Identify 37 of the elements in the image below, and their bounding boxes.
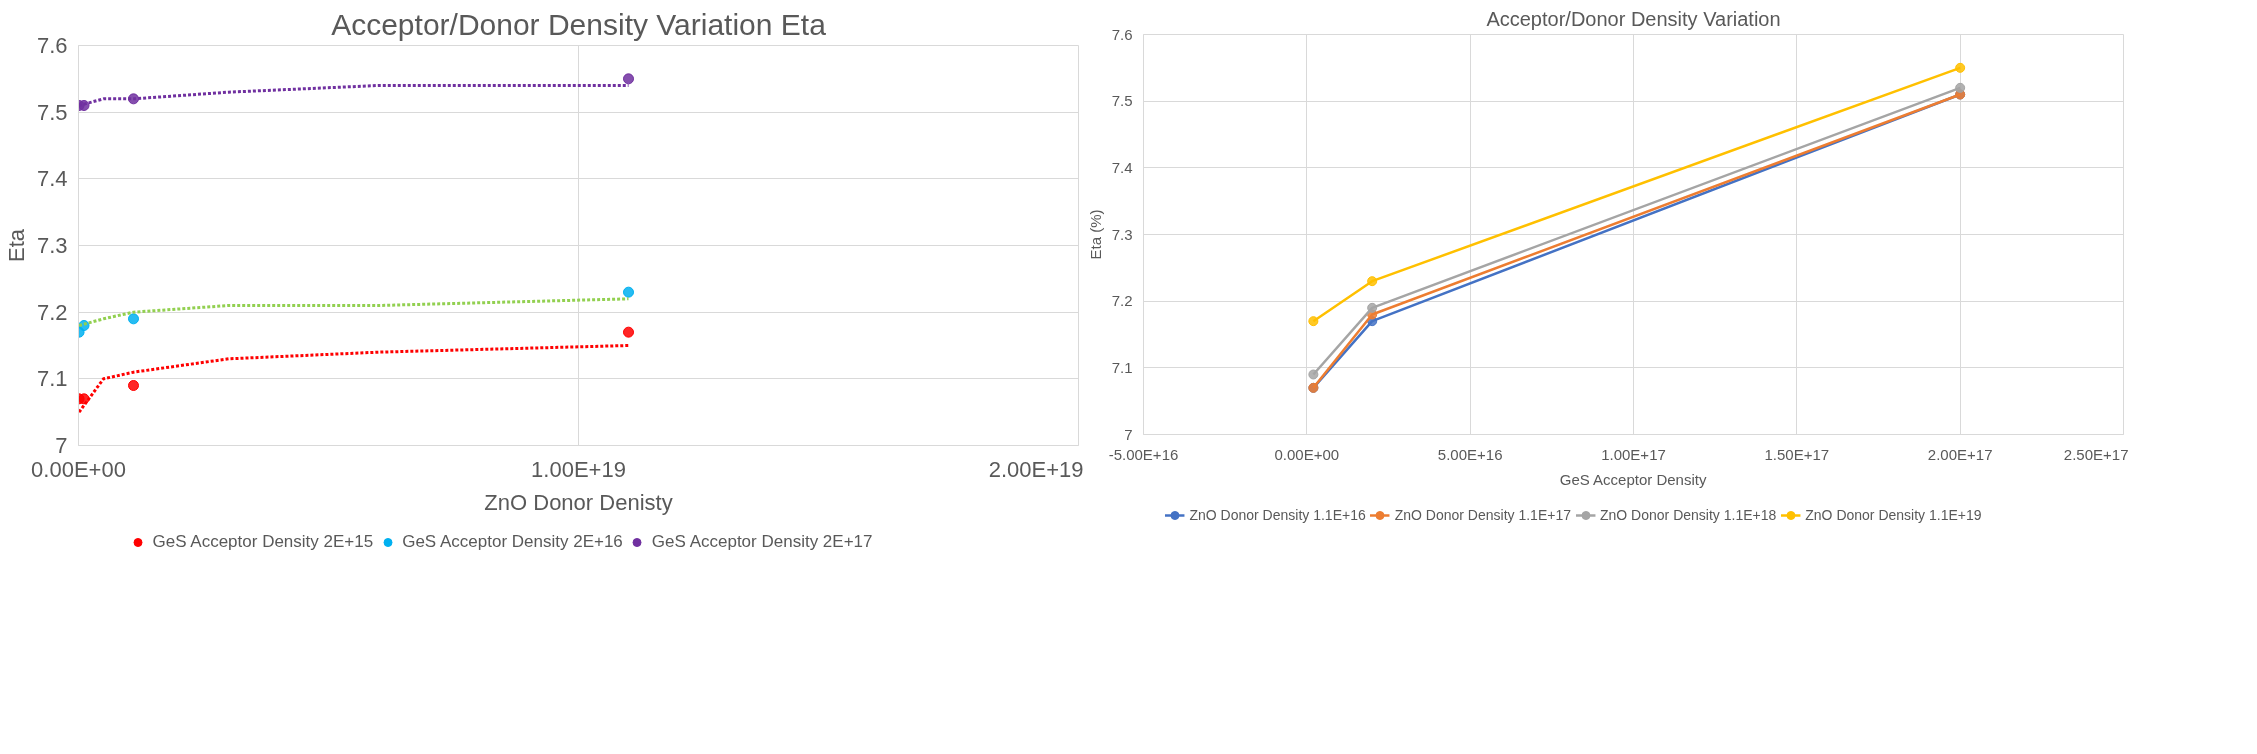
y-tick-label: 7.3: [36, 233, 68, 258]
y-tick-label: 7: [55, 433, 68, 458]
y-tick-label: 7.1: [1111, 358, 1133, 376]
x-tick-label: 5.00E+16: [1437, 445, 1503, 463]
y-tick-label: 7.6: [36, 33, 68, 58]
chart-title: Acceptor/Donor Density Variation: [1486, 7, 1781, 30]
legend-label: GeS Acceptor Density 2E+15: [152, 532, 374, 552]
legend-label: ZnO Donor Density 1.1E+16: [1189, 507, 1366, 523]
x-tick-label: 2.00E+17: [1927, 445, 1993, 463]
y-tick-label: 7: [1124, 425, 1133, 443]
y-tick-label: 7.5: [1111, 92, 1133, 110]
x-tick-label: 2.00E+19: [988, 456, 1084, 482]
y-tick-label: 7.5: [36, 99, 68, 125]
x-tick-label: 0.00E+00: [1274, 445, 1340, 463]
y-tick-label: 7.6: [1111, 25, 1133, 43]
y-tick-label: 7.3: [1111, 225, 1133, 243]
legend-label: GeS Acceptor Density 2E+17: [651, 532, 873, 552]
x-tick-label: 1.00E+17: [1601, 445, 1666, 463]
y-tick-label: 7.4: [1111, 158, 1133, 176]
y-tick-label: 7.4: [36, 166, 68, 192]
x-tick-label: -5.00E+16: [1108, 445, 1179, 463]
y-axis-title: Eta: [3, 228, 29, 263]
x-tick-label: 1.50E+17: [1764, 445, 1830, 463]
x-axis-title: GeS Acceptor Density: [1559, 470, 1707, 488]
x-tick-label: 2.50E+17: [2063, 445, 2129, 463]
y-tick-label: 7.1: [36, 366, 68, 392]
y-axis-title: Eta (%): [1086, 209, 1104, 260]
legend-label: GeS Acceptor Density 2E+16: [402, 532, 623, 552]
x-tick-label: 1.00E+19: [531, 456, 626, 482]
chart-title: Acceptor/Donor Density Variation Eta: [331, 7, 827, 41]
y-tick-label: 7.2: [1111, 292, 1133, 310]
x-tick-label: 0.00E+00: [31, 456, 126, 482]
legend-label: ZnO Donor Density 1.1E+18: [1600, 507, 1777, 523]
legend-label: ZnO Donor Density 1.1E+19: [1805, 507, 1982, 523]
y-tick-label: 7.2: [36, 299, 68, 325]
x-axis-title: ZnO Donor Denisty: [484, 489, 673, 515]
legend-label: ZnO Donor Density 1.1E+17: [1394, 507, 1571, 523]
